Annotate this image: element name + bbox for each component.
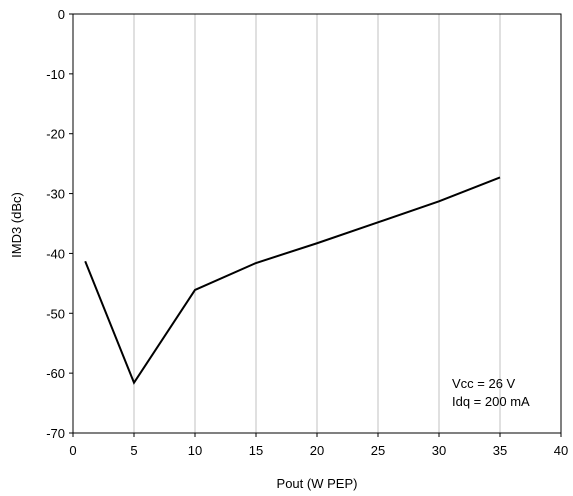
x-tick-label: 30 <box>432 443 446 458</box>
y-tick-label: -10 <box>46 67 65 82</box>
y-tick-label: -50 <box>46 306 65 321</box>
grid-lines <box>133 14 501 433</box>
x-tick-label: 5 <box>130 443 137 458</box>
x-tick-label: 40 <box>554 443 568 458</box>
series-group <box>84 176 501 385</box>
y-axis-ticks: 0 -10 -20 -30 -40 -50 -60 -70 <box>46 7 73 441</box>
series-line-0 <box>84 176 501 385</box>
y-tick-label: -60 <box>46 366 65 381</box>
y-tick-label: -70 <box>46 426 65 441</box>
x-tick-label: 20 <box>310 443 324 458</box>
y-tick-label: -20 <box>46 127 65 142</box>
x-tick-label: 10 <box>188 443 202 458</box>
x-axis-ticks: 0 5 10 15 20 25 30 35 40 <box>69 433 568 458</box>
annotation-vcc: Vcc = 26 V <box>452 376 516 391</box>
y-tick-label: -30 <box>46 187 65 202</box>
x-axis-label: Pout (W PEP) <box>277 476 358 491</box>
y-axis-label: IMD3 (dBc) <box>9 192 24 258</box>
annotation-idq: Idq = 200 mA <box>452 394 530 409</box>
y-tick-label: 0 <box>58 7 65 22</box>
x-tick-label: 15 <box>249 443 263 458</box>
x-tick-label: 25 <box>371 443 385 458</box>
x-tick-label: 35 <box>493 443 507 458</box>
y-tick-label: -40 <box>46 246 65 261</box>
x-tick-label: 0 <box>69 443 76 458</box>
